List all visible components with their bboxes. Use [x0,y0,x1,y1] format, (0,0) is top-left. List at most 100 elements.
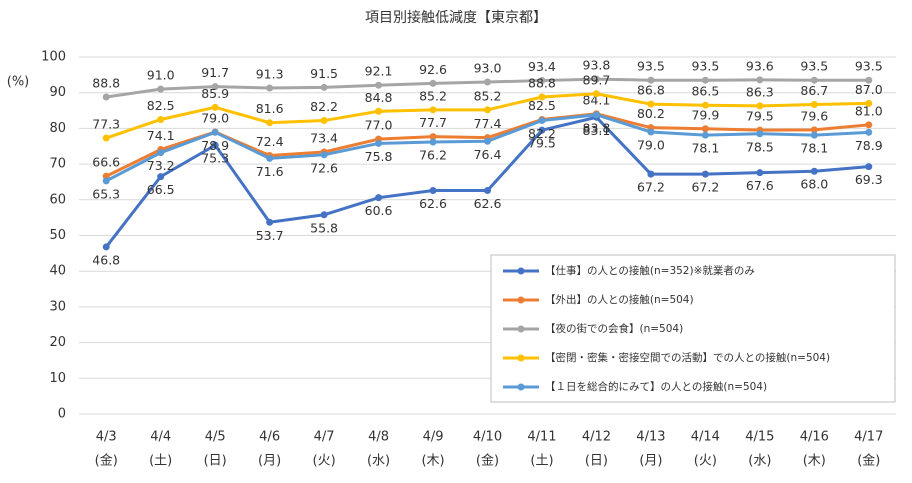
data-point [429,106,437,114]
x-tick-label: 4/8 [368,430,389,445]
data-point [157,85,165,93]
data-point [592,75,600,83]
legend-label: 【１日を総合的にみて】の人との接触(n=504) [545,380,767,393]
data-point [701,131,709,139]
data-point [865,163,873,171]
x-tick-label: 4/17 [854,430,883,445]
data-point [865,128,873,136]
data-point [102,177,110,185]
y-tick-label: 30 [49,299,66,314]
data-point [375,81,383,89]
data-label: 93.5 [800,59,828,74]
legend-marker [517,296,525,304]
data-point [810,131,818,139]
data-label: 79.0 [201,110,229,125]
data-point [647,128,655,136]
data-label: 67.2 [691,180,719,195]
data-point [484,187,491,195]
data-point [756,169,764,177]
data-label: 91.0 [147,68,175,83]
data-label: 81.6 [256,101,284,116]
legend-marker [517,354,525,362]
data-label: 62.6 [419,196,447,211]
x-tick-sublabel: (火) [694,454,717,469]
data-point [320,151,328,159]
data-point [375,194,383,202]
data-label: 67.2 [637,180,665,195]
data-point [592,111,600,119]
y-tick-label: 90 [49,85,66,100]
data-point [429,79,437,87]
data-label: 77.3 [92,117,120,132]
data-label: 85.2 [419,88,447,103]
data-point [701,101,709,109]
data-point [211,128,219,136]
data-label: 78.1 [691,141,719,156]
data-label: 82.2 [528,126,556,141]
x-tick-label: 4/12 [582,430,611,445]
data-point [538,93,546,101]
data-label: 93.8 [583,58,611,73]
y-tick-label: 10 [49,371,66,386]
data-point [266,154,274,162]
x-tick-sublabel: (月) [639,454,662,469]
data-point [865,76,873,84]
data-label: 93.5 [691,59,719,74]
x-tick-label: 4/16 [800,430,829,445]
x-tick-sublabel: (火) [313,454,336,469]
data-point [756,130,764,138]
data-point [157,173,165,181]
x-tick-sublabel: (日) [204,454,227,469]
data-point [157,149,165,157]
data-label: 83.1 [583,123,611,138]
data-point [429,187,437,195]
data-point [102,243,110,251]
y-tick-label: 0 [58,407,66,422]
data-label: 82.5 [147,98,175,113]
data-label: 79.6 [800,108,828,123]
data-label: 72.4 [256,134,284,149]
data-label: 80.2 [637,106,665,121]
data-point [429,138,437,146]
data-point [647,100,655,108]
x-tick-sublabel: (金) [95,453,118,469]
chart-title: 項目別接触低減度【東京都】 [365,9,547,26]
data-label: 85.9 [201,86,229,101]
data-point [102,134,110,142]
data-point [538,117,546,125]
legend-marker [517,325,525,333]
x-tick-sublabel: (土) [149,454,172,469]
data-point [375,139,383,147]
data-label: 82.2 [310,99,338,114]
data-label: 79.5 [528,136,556,151]
data-label: 79.5 [746,109,774,124]
data-point [701,76,709,84]
data-point [756,102,764,110]
data-label: 86.3 [746,84,774,99]
data-point [484,137,491,145]
data-point [538,126,546,134]
legend-label: 【夜の街での会食】(n=504) [545,322,683,335]
data-label: 85.2 [474,88,502,103]
data-label: 91.5 [310,66,338,81]
y-tick-label: 100 [41,50,66,65]
data-label: 46.8 [92,252,120,267]
data-label: 76.2 [419,147,447,162]
x-tick-sublabel: (木) [803,454,826,469]
x-tick-sublabel: (金) [476,453,499,469]
data-point [701,125,709,133]
data-label: 78.9 [855,138,883,153]
y-tick-label: 20 [49,335,66,350]
legend-box [490,254,896,403]
data-label: 87.0 [855,82,883,97]
x-tick-label: 4/3 [96,430,117,445]
data-point [320,211,328,219]
x-tick-label: 4/15 [745,430,774,445]
data-label: 86.8 [637,83,665,98]
y-tick-label: 70 [49,157,66,172]
data-label: 77.7 [419,115,447,130]
data-label: 79.0 [637,137,665,152]
x-tick-sublabel: (月) [258,454,281,469]
x-tick-sublabel: (水) [367,454,390,469]
